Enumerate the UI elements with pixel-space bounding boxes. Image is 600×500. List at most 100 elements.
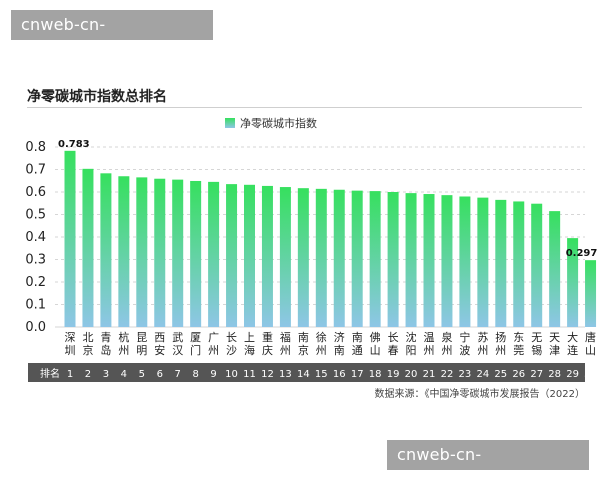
x-tick-label: 青岛	[100, 331, 111, 357]
rank-number: 12	[261, 369, 274, 380]
rank-number: 21	[423, 369, 436, 380]
rank-number: 26	[512, 369, 525, 380]
rank-number: 5	[139, 369, 145, 380]
x-tick-label: 南通	[352, 331, 363, 357]
rank-number: 17	[351, 369, 364, 380]
x-tick-label: 温州	[424, 331, 435, 357]
rank-number: 8	[192, 369, 198, 380]
x-tick-label: 南京	[298, 331, 309, 357]
bar	[136, 177, 148, 327]
x-tick-label: 天津	[549, 331, 560, 357]
chart-title: 净零碳城市指数总排名	[27, 89, 167, 105]
rank-number: 11	[243, 369, 256, 380]
rank-number: 13	[279, 369, 292, 380]
x-tick-label: 长春	[388, 331, 399, 357]
x-tick-label: 武汉	[172, 331, 183, 357]
y-tick-label: 0.3	[25, 253, 46, 268]
x-tick-label: 佛山	[370, 331, 381, 357]
bar	[244, 184, 255, 327]
x-tick-label: 东莞	[513, 331, 524, 357]
y-tick-label: 0.0	[25, 320, 46, 335]
x-tick-label: 宁波	[459, 330, 470, 357]
bar	[100, 173, 112, 327]
rank-number: 30	[584, 369, 597, 380]
x-tick-label: 北京	[82, 331, 93, 357]
bar	[190, 180, 202, 327]
bar	[423, 194, 435, 327]
rank-number: 14	[297, 369, 310, 380]
x-tick-label: 济南	[334, 330, 345, 357]
bar	[208, 181, 220, 327]
bar	[459, 196, 471, 327]
bar	[369, 191, 381, 327]
source-note: 数据来源：《中国净零碳城市发展报告（2022）	[374, 389, 585, 400]
y-tick-label: 0.1	[25, 298, 46, 313]
rank-number: 18	[369, 369, 382, 380]
bar	[315, 188, 327, 327]
bar	[154, 178, 166, 327]
bar	[531, 203, 543, 327]
bar	[297, 188, 309, 327]
bar	[261, 185, 273, 327]
x-tick-label: 深圳	[65, 331, 76, 357]
title-divider	[27, 107, 582, 108]
bar	[549, 211, 561, 327]
x-tick-label: 大连	[567, 330, 578, 357]
rank-number: 29	[566, 369, 579, 380]
data-label: 0.297	[566, 248, 598, 259]
bar	[64, 150, 76, 327]
x-tick-label: 厦门	[190, 331, 201, 357]
bar	[333, 189, 345, 327]
x-tick-label: 苏州	[477, 331, 488, 357]
rank-number: 24	[476, 369, 489, 380]
chart: 净零碳城市指数 0.0 0.1 0.2 0.3 0.4 0.5 0.6 0.7 0.8 深圳北京…	[25, 116, 598, 382]
bar	[585, 260, 597, 327]
x-tick-label: 昆明	[136, 331, 147, 357]
x-tick-label: 重庆	[262, 330, 273, 357]
rank-number: 7	[175, 369, 181, 380]
bar	[351, 190, 363, 327]
rank-number: 27	[530, 369, 543, 380]
x-tick-label: 长沙	[226, 331, 237, 357]
x-tick-label: 无锡	[531, 331, 542, 357]
y-tick-label: 0.8	[25, 140, 46, 155]
bar	[567, 238, 579, 327]
bar	[513, 201, 525, 327]
watermark-bottom: cnweb-cn-mksport.com	[387, 440, 589, 494]
rank-number: 25	[494, 369, 507, 380]
rank-number: 19	[387, 369, 400, 380]
x-tick-label: 上海	[244, 331, 255, 357]
x-tick-label: 沈阳	[406, 330, 417, 357]
rank-number: 3	[103, 369, 109, 380]
y-tick-label: 0.5	[25, 208, 46, 223]
rank-label: 排名	[40, 367, 60, 380]
legend-swatch	[225, 118, 235, 128]
rank-number: 20	[405, 369, 418, 380]
bar	[405, 193, 417, 327]
legend: 净零碳城市指数	[225, 116, 317, 130]
data-label: 0.783	[58, 139, 90, 150]
y-tick-label: 0.4	[25, 230, 46, 245]
x-tick-label: 福州	[280, 330, 291, 357]
watermark-top: cnweb-cn-mksport.com	[11, 10, 213, 64]
x-tick-label: 扬州	[495, 330, 506, 357]
rank-number: 4	[121, 369, 127, 380]
x-tick-label: 唐山	[585, 330, 596, 357]
bar	[441, 195, 453, 327]
x-tick-label: 徐州	[316, 330, 327, 357]
bar	[477, 197, 489, 327]
y-tick-label: 0.2	[25, 275, 46, 290]
bar	[172, 179, 184, 327]
y-tick-label: 0.6	[25, 185, 46, 200]
rank-number: 15	[315, 369, 328, 380]
bar	[82, 168, 94, 327]
rank-number: 9	[210, 369, 216, 380]
legend-label: 净零碳城市指数	[240, 116, 317, 130]
bar	[118, 176, 130, 327]
bar	[495, 199, 507, 327]
x-tick-label: 广州	[208, 331, 219, 357]
x-tick-label: 泉州	[441, 330, 452, 357]
y-tick-label: 0.7	[25, 163, 46, 178]
rank-number: 23	[459, 369, 472, 380]
bar	[279, 187, 291, 327]
